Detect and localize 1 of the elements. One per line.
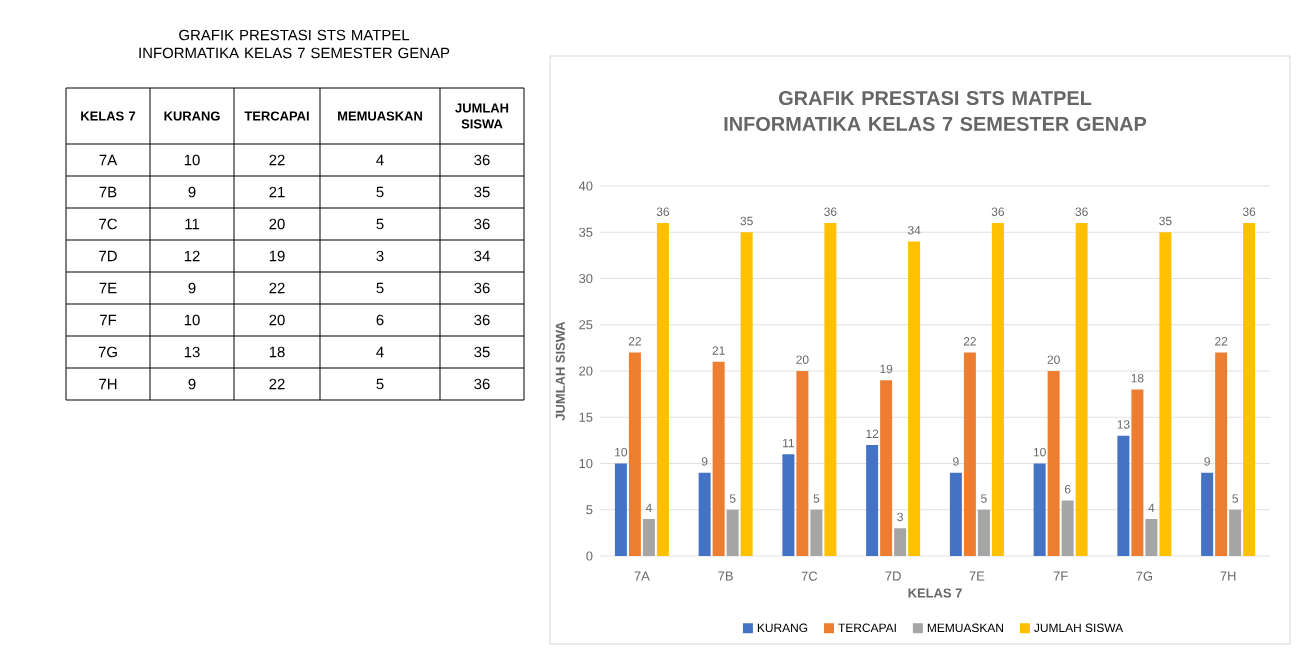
- chart-title: GRAFIK PRESTASI STS MATPEL INFORMATIKA KELAS 7 SEMESTER GENAP: [724, 91, 1147, 131]
